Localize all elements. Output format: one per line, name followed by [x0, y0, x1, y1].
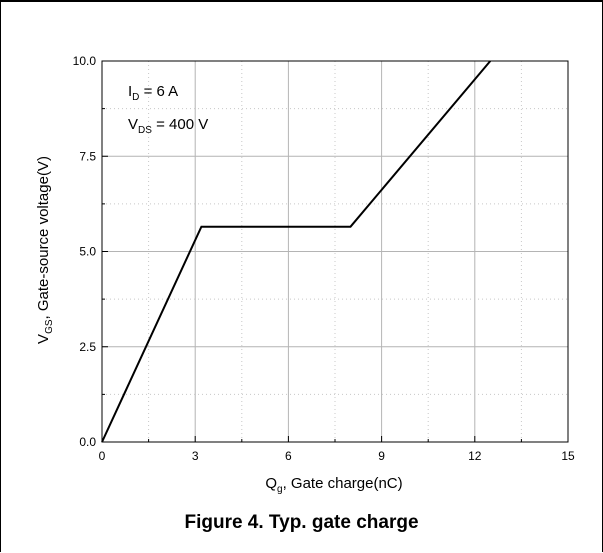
- top-border: [0, 0, 603, 2]
- x-tick-label: 9: [378, 449, 385, 463]
- y-tick-label: 2.5: [79, 340, 96, 354]
- annotations: ID = 6 A VDS = 400 V: [128, 83, 208, 136]
- annotation-vds: VDS = 400 V: [128, 116, 208, 136]
- x-tick-label: 6: [285, 449, 292, 463]
- minor-ticks: [102, 108, 522, 442]
- x-tick-label: 3: [192, 449, 199, 463]
- y-tick-label: 5.0: [79, 245, 96, 259]
- grid-lines: [102, 61, 568, 442]
- axis-ticks: 0 3 6 9 12 15 0.0 2.5 5.0 7.5 10.0: [73, 54, 575, 463]
- y-tick-label: 10.0: [73, 54, 97, 68]
- x-tick-label: 12: [468, 449, 482, 463]
- y-tick-label: 0.0: [79, 435, 96, 449]
- series: [101, 60, 492, 443]
- x-tick-label: 15: [561, 449, 575, 463]
- annotation-id: ID = 6 A: [128, 83, 178, 103]
- y-axis-label: VGS, Gate-source voltage(V): [35, 156, 55, 344]
- x-tick-label: 0: [99, 449, 106, 463]
- y-tick-label: 7.5: [79, 149, 96, 163]
- x-axis-label: Qg, Gate charge(nC): [265, 475, 402, 495]
- series-line-0: [101, 60, 492, 443]
- figure-caption: Figure 4. Typ. gate charge: [184, 512, 419, 533]
- gate-charge-chart: 0 3 6 9 12 15 0.0 2.5 5.0 7.5 10.0 ID = 6 A VDS = …: [35, 54, 575, 495]
